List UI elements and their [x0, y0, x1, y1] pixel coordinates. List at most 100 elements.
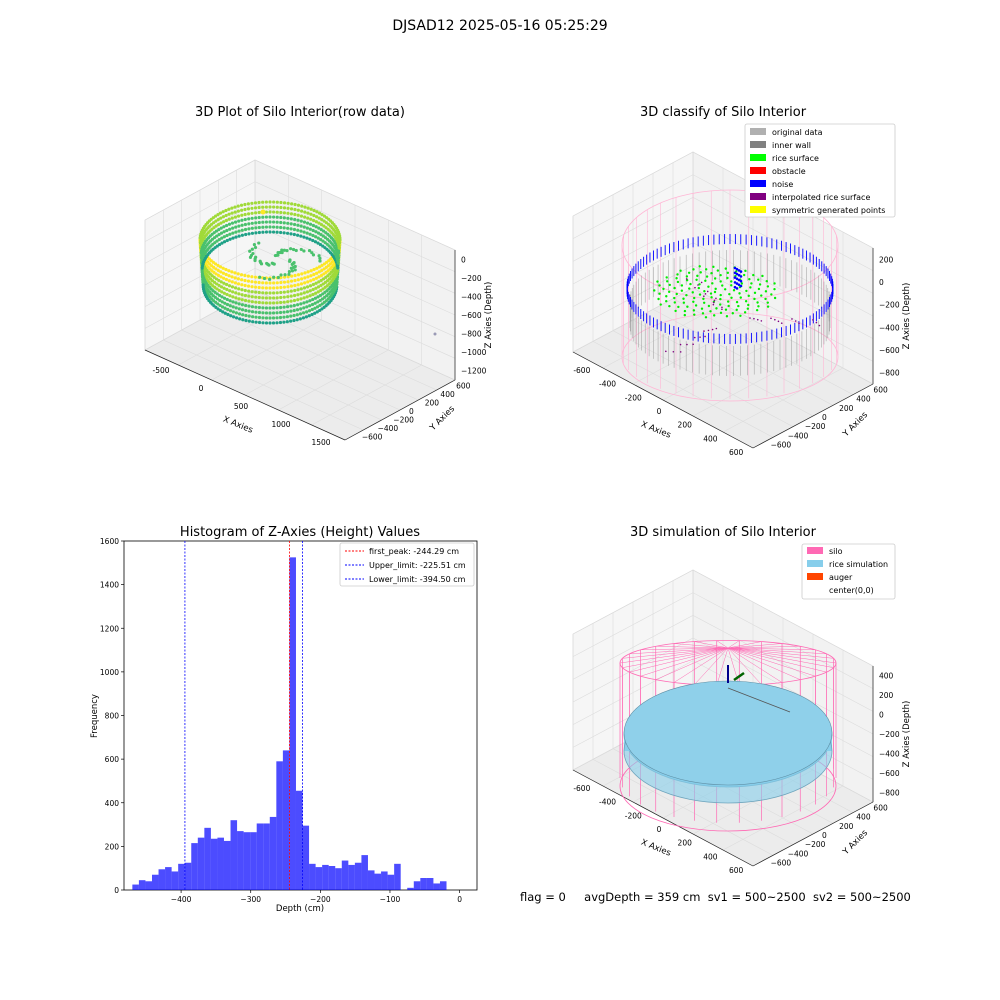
x-axis-line [572, 769, 754, 867]
raw-point [261, 281, 265, 285]
legend-lower-limit-label: Lower_limit: -394.50 cm [369, 575, 466, 584]
raw-point [240, 283, 244, 287]
y-tick-label: 200 [839, 404, 854, 413]
raw-point [276, 253, 280, 257]
classify-legend-label: rice surface [772, 154, 819, 163]
raw-point [250, 290, 254, 294]
raw-point [290, 262, 294, 266]
z-tick-label: −400 [879, 323, 900, 332]
raw-point [243, 273, 247, 278]
raw-point [295, 308, 300, 312]
silo-roof-line [629, 647, 729, 673]
histogram-bar [178, 863, 185, 890]
raw-point [258, 259, 262, 263]
raw-point [251, 320, 255, 324]
histogram-bar [407, 887, 414, 890]
raw-point [289, 227, 293, 231]
rice-surface-point [695, 278, 698, 282]
raw-point [261, 301, 265, 305]
histogram-ytick-label: 1400 [100, 581, 119, 590]
raw-point [268, 215, 272, 219]
z-tick-label: −400 [461, 292, 482, 301]
noise-point [735, 287, 739, 290]
rice-surface-point [703, 290, 706, 293]
raw-point [296, 273, 301, 277]
raw-point [268, 200, 272, 204]
classify-legend-label: noise [772, 180, 793, 189]
raw-point [275, 321, 279, 325]
raw-point [337, 251, 341, 255]
raw-point [306, 211, 310, 215]
rice-surface-point [713, 290, 717, 294]
raw-point [319, 232, 323, 237]
raw-point [299, 214, 304, 218]
rice-surface-point [747, 303, 750, 307]
noise-point [739, 270, 743, 273]
interpolated-point [721, 306, 723, 309]
raw-point [260, 209, 266, 215]
raw-point [317, 226, 321, 230]
raw-point [247, 309, 251, 313]
raw-point [303, 205, 307, 209]
silo-roof-line [727, 647, 762, 685]
histogram-vlines [184, 541, 303, 890]
raw-point [314, 225, 318, 229]
interpolated-point [780, 322, 783, 324]
raw-point [286, 300, 290, 304]
raw-point [311, 223, 315, 228]
raw-point [318, 256, 322, 260]
raw-point [285, 315, 289, 319]
rice-surface-point [702, 297, 705, 301]
raw-point [316, 300, 320, 304]
classify-legend-swatch [750, 193, 766, 200]
raw-point [225, 287, 229, 292]
x-axis-label: X Axies [221, 415, 254, 436]
raw-point [313, 306, 317, 310]
raw-point [310, 307, 314, 312]
raw-point [279, 290, 283, 295]
histogram-bar [263, 823, 270, 890]
interpolated-point [812, 319, 814, 321]
raw-point [237, 312, 242, 316]
rice-surface-point [718, 303, 722, 306]
raw-point [271, 301, 276, 305]
raw-point [222, 291, 226, 295]
rice-surface-point [730, 284, 733, 287]
raw-point [253, 275, 258, 279]
histogram-bar [237, 831, 244, 890]
raw-point [253, 206, 258, 210]
noise-point [737, 283, 741, 287]
raw-point [254, 320, 258, 324]
y-tick-label: 400 [856, 395, 871, 404]
raw-point [299, 287, 303, 291]
histogram-xtick-label: −300 [240, 895, 261, 904]
simulation-3d-plot: -600-400-20002004006006004002000−200−400… [572, 569, 912, 875]
status-avg-depth: avgDepth = 359 cm [584, 890, 701, 904]
rice-surface-point [658, 292, 661, 295]
rice-surface-point [752, 273, 755, 277]
raw-point [286, 221, 290, 225]
raw-point [286, 290, 290, 294]
silo-roof-line [727, 647, 816, 651]
rice-surface-point [687, 271, 691, 274]
raw-point [246, 207, 251, 211]
raw-point [264, 321, 269, 325]
rice-surface-point [758, 283, 762, 286]
raw-point [227, 284, 232, 288]
status-sv1: sv1 = 500~2500 [707, 890, 806, 904]
rice-surface-point [747, 294, 750, 298]
raw-point [264, 286, 268, 290]
grid-line [672, 162, 854, 395]
x-tick-label: 1500 [311, 438, 330, 447]
rice-surface-point [766, 301, 769, 304]
z-tick-label: −1000 [461, 348, 487, 357]
raw-point [282, 211, 287, 215]
raw-point [239, 203, 244, 207]
raw-point [282, 315, 286, 319]
raw-point [289, 207, 294, 211]
classify-legend-box [744, 123, 896, 218]
raw-point [319, 288, 323, 293]
rice-surface-point [746, 307, 750, 310]
raw-point [286, 216, 290, 220]
